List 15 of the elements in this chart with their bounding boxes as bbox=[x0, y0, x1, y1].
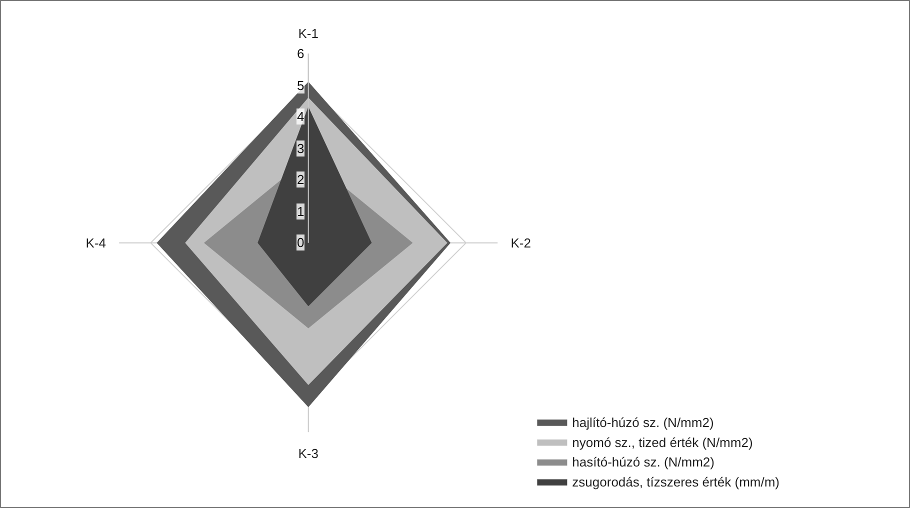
y-tick-label: 0 bbox=[297, 235, 304, 250]
y-tick-label: 3 bbox=[297, 141, 304, 156]
y-tick-label: 6 bbox=[297, 46, 304, 61]
spoke-label: K-4 bbox=[86, 235, 106, 250]
y-tick-label: 1 bbox=[297, 204, 304, 219]
legend-label: nyomó sz., tized érték (N/mm2) bbox=[572, 434, 753, 450]
spoke-label: K-1 bbox=[298, 26, 318, 41]
y-tick-label: 5 bbox=[297, 78, 304, 93]
y-tick-label: 2 bbox=[297, 172, 304, 187]
legend-label: hasító-húzó sz. (N/mm2) bbox=[572, 454, 715, 470]
spoke-label: K-2 bbox=[510, 235, 531, 250]
y-tick-label: 4 bbox=[297, 109, 304, 124]
legend-label: zsugorodás, tízszeres érték (mm/m) bbox=[572, 474, 780, 490]
legend-label: hajlító-húzó sz. (N/mm2) bbox=[572, 414, 714, 430]
spoke-label: K-3 bbox=[298, 446, 318, 462]
